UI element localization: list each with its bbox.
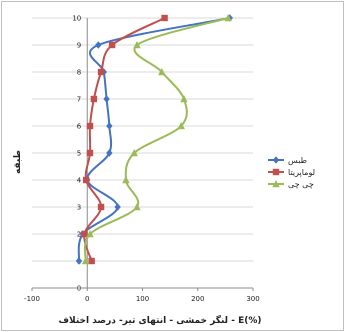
y-tick-label: 3 <box>77 204 81 212</box>
data-point <box>224 14 232 22</box>
data-point <box>90 95 98 103</box>
legend-marker <box>272 168 280 176</box>
y-tick-label: 4 <box>77 177 82 185</box>
y-tick-label: 5 <box>77 150 81 158</box>
data-point <box>106 149 113 157</box>
data-point <box>161 14 168 22</box>
data-point <box>95 41 102 49</box>
series-line <box>77 17 230 262</box>
data-point <box>81 230 88 238</box>
legend-label: چی چی <box>288 180 314 189</box>
y-tick-label: 10 <box>72 15 81 23</box>
x-tick-label: 100 <box>136 295 149 303</box>
data-point <box>97 203 105 211</box>
legend-item: چی چی <box>268 180 314 189</box>
x-axis-title: لنگر خمشی - انتهای تیر- درصد اختلاف - E(… <box>59 314 262 326</box>
gridlines <box>32 17 253 289</box>
data-point <box>106 122 113 130</box>
y-tick-label: 6 <box>77 123 82 131</box>
data-point <box>103 95 110 103</box>
data-point <box>75 257 83 265</box>
y-tick-label: 2 <box>77 231 81 239</box>
data-point <box>130 149 138 157</box>
y-tick-label: 9 <box>77 42 81 50</box>
y-tick-label: 7 <box>77 96 81 104</box>
x-tick-label: -100 <box>24 295 40 303</box>
legend: طبس لوماپریتا چی چی <box>268 156 315 189</box>
data-point <box>122 176 130 184</box>
y-axis-title: طبقه <box>13 150 23 174</box>
data-point <box>133 41 141 49</box>
data-point <box>86 149 94 157</box>
x-tick-label: 200 <box>191 295 204 303</box>
y-tick-label: 8 <box>77 69 81 77</box>
legend-marker <box>272 180 280 188</box>
series-line <box>83 17 229 262</box>
series-2 <box>81 14 168 265</box>
legend-item: لوماپریتا <box>268 168 315 177</box>
data-point <box>97 68 105 76</box>
legend-item: طبس <box>268 156 307 165</box>
legend-marker <box>272 156 280 164</box>
data-point <box>82 176 90 184</box>
x-tick-label: 300 <box>246 295 259 303</box>
data-point <box>86 230 94 238</box>
data-point <box>180 95 188 103</box>
series-layer <box>75 14 233 265</box>
data-point <box>108 41 116 49</box>
x-tick-label: 0 <box>85 295 89 303</box>
data-point <box>177 122 185 130</box>
data-point <box>86 122 94 130</box>
data-point <box>133 203 141 211</box>
legend-label: طبس <box>288 156 307 165</box>
data-point <box>81 257 90 265</box>
legend-label: لوماپریتا <box>288 168 315 177</box>
series-3 <box>81 14 232 265</box>
data-point <box>88 257 95 265</box>
data-point <box>114 203 121 211</box>
series-line <box>83 17 166 262</box>
data-point <box>158 68 166 76</box>
